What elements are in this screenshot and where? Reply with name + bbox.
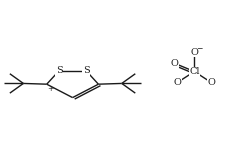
Text: O: O (171, 59, 179, 68)
Text: +: + (47, 85, 54, 93)
Text: S: S (56, 66, 62, 75)
Text: Cl: Cl (189, 67, 200, 76)
Text: O: O (173, 78, 181, 87)
Text: S: S (83, 66, 90, 75)
Text: O: O (190, 48, 198, 57)
Text: −: − (197, 45, 203, 53)
Text: O: O (208, 78, 215, 87)
